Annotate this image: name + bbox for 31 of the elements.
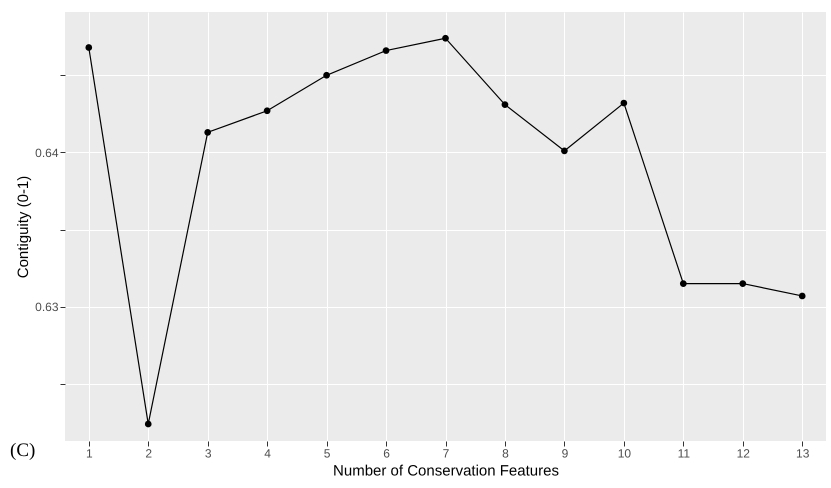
x-tick-label: 9 bbox=[562, 446, 569, 460]
point bbox=[502, 101, 508, 108]
x-tick-label: 7 bbox=[442, 446, 450, 460]
point bbox=[85, 44, 92, 51]
x-tick-label: 5 bbox=[324, 446, 331, 460]
point bbox=[620, 100, 628, 106]
text: (C) bbox=[10, 440, 36, 461]
point bbox=[144, 420, 152, 428]
point bbox=[739, 280, 746, 287]
point bbox=[382, 47, 390, 54]
x-tick-label: 11 bbox=[678, 446, 690, 460]
point bbox=[323, 72, 330, 79]
point bbox=[680, 280, 687, 287]
y-axis-title: Contiguity (0-1) bbox=[15, 176, 32, 278]
x-tick-label: 8 bbox=[502, 446, 510, 460]
x-tick-label: 2 bbox=[145, 446, 152, 460]
y-tick-label: 0.64 bbox=[35, 146, 59, 160]
x-tick-label: 12 bbox=[736, 446, 750, 460]
point bbox=[798, 292, 806, 300]
point bbox=[204, 129, 212, 136]
point bbox=[442, 34, 449, 42]
y-tick-label: 0.63 bbox=[35, 300, 59, 314]
x-axis-title: Number of Conservation Features bbox=[333, 462, 559, 480]
point bbox=[561, 148, 568, 154]
x-tick-label: 6 bbox=[383, 446, 390, 460]
x-tick-label: 4 bbox=[264, 446, 272, 460]
x-tick-label: 3 bbox=[204, 446, 212, 460]
x-tick-label: 10 bbox=[618, 446, 632, 460]
point bbox=[264, 107, 270, 114]
x-tick-label: 13 bbox=[796, 446, 810, 460]
x-tick-label: 1 bbox=[86, 446, 93, 460]
